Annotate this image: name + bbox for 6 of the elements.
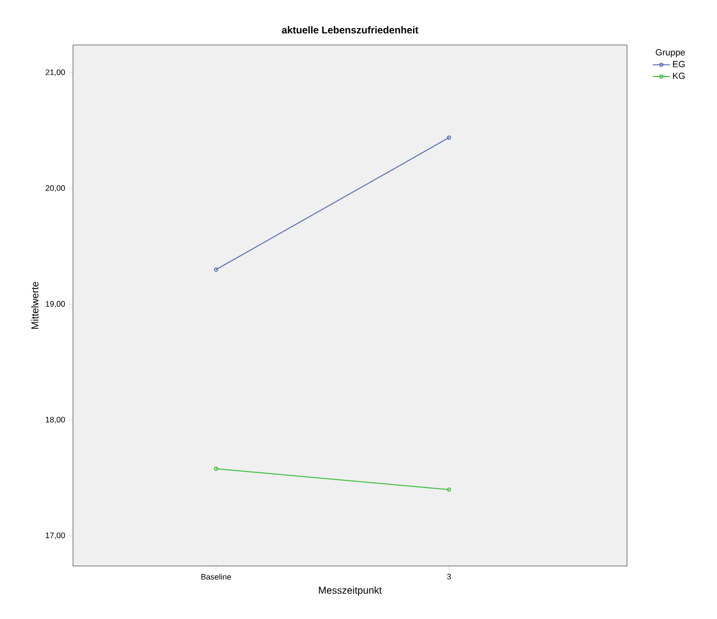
x-axis-title: Messzeitpunkt xyxy=(318,586,382,596)
chart-title: aktuelle Lebenszufriedenheit xyxy=(282,26,418,34)
legend-label: EG xyxy=(673,60,685,68)
legend-title: Gruppe xyxy=(656,49,685,58)
legend-label: KG xyxy=(673,72,685,80)
y-axis-title: Mittelwerte xyxy=(31,282,38,329)
